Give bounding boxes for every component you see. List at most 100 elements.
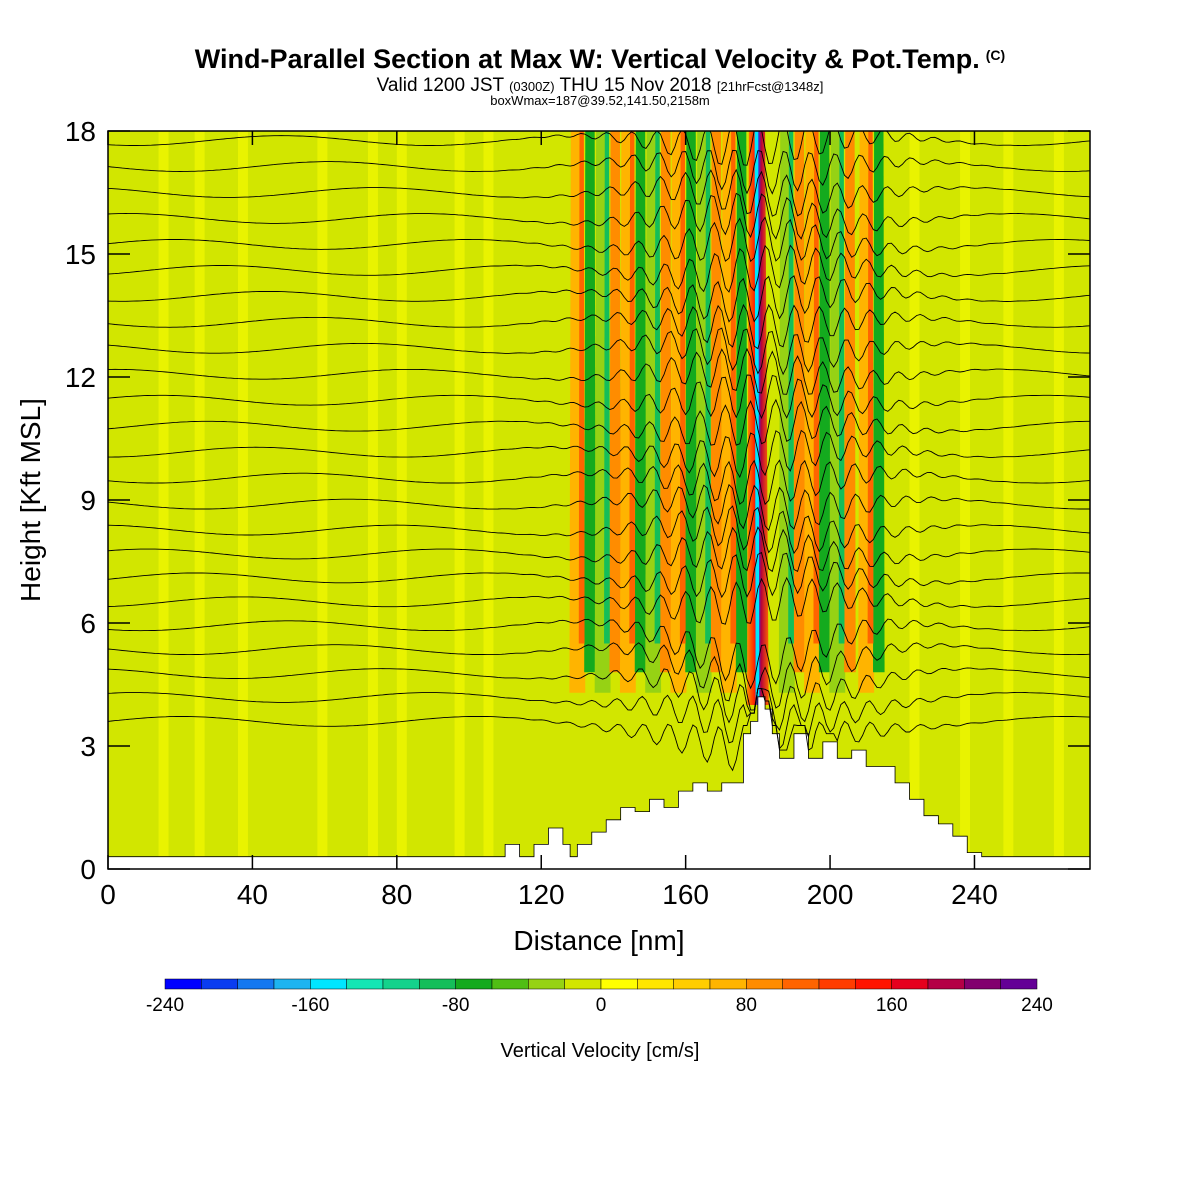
y-tick-label: 12 xyxy=(65,362,96,393)
y-tick-label: 3 xyxy=(80,731,96,762)
colorbar-swatch xyxy=(746,978,783,990)
theta-contour xyxy=(108,168,1090,217)
updraft-streak xyxy=(1003,131,1014,869)
colorbar-swatch xyxy=(637,978,674,990)
axes: 0 40 80 120 160 200 240 0 3 6 9 12 15 18 xyxy=(65,116,1090,910)
theta-contour xyxy=(108,505,1090,555)
forecast-info: [21hrFcst@1348z] xyxy=(716,79,824,94)
plot-area xyxy=(108,131,1090,869)
colorbar-swatch xyxy=(419,978,456,990)
x-tick-label: 160 xyxy=(662,879,709,910)
x-tick-label: 80 xyxy=(381,879,412,910)
colorbar-swatch xyxy=(709,978,747,990)
wave-downdraft-band xyxy=(584,131,596,673)
colorbar-tick-label: -80 xyxy=(442,995,469,1016)
updraft-streak xyxy=(396,131,407,869)
colorbar-swatch xyxy=(891,978,929,990)
colorbar-swatch xyxy=(964,978,1001,990)
theta-contour xyxy=(108,149,1090,195)
y-tick-label: 9 xyxy=(80,485,96,516)
chart-title: Wind-Parallel Section at Max W: Vertical… xyxy=(0,44,1200,75)
wave-core xyxy=(813,131,820,644)
colorbar-swatch xyxy=(382,978,420,990)
x-axis-label: Distance [nm] xyxy=(513,925,684,956)
theta-contour xyxy=(108,327,1090,376)
colorbar-swatch xyxy=(201,978,238,990)
x-tick-label: 40 xyxy=(237,879,268,910)
theta-contour xyxy=(108,688,1090,772)
colorbar-tick-label: 160 xyxy=(876,995,908,1016)
colorbar-tick-label: -160 xyxy=(291,995,329,1016)
terrain xyxy=(108,696,1090,869)
colorbar-swatch xyxy=(600,978,638,990)
colorbar-swatch xyxy=(491,978,529,990)
updraft-streak xyxy=(454,131,465,869)
valid-date: THU 15 Nov 2018 xyxy=(559,75,712,96)
colorbar-swatch xyxy=(273,978,311,990)
theta-contour xyxy=(108,576,1090,625)
x-tick-label: 240 xyxy=(951,879,998,910)
copyright-tag: (C) xyxy=(985,47,1006,63)
theta-contour xyxy=(108,526,1090,573)
colorbar-swatch xyxy=(310,978,347,990)
wave-updraft-band xyxy=(609,131,622,673)
chart-title-text: Wind-Parallel Section at Max W: Vertical… xyxy=(194,44,980,74)
updraft-streak xyxy=(194,131,205,869)
updraft-streak xyxy=(1053,131,1064,869)
theta-contour xyxy=(108,216,1090,263)
x-tick-label: 120 xyxy=(518,879,565,910)
colorbar-swatch xyxy=(1000,978,1038,990)
colorbar-swatch xyxy=(455,978,493,990)
theta-contour xyxy=(108,483,1090,532)
wave-downdraft-band xyxy=(818,131,831,673)
colorbar: -240 -160 -80 0 80 160 240 xyxy=(146,978,1053,1016)
valid-time: Valid 1200 JST xyxy=(376,75,504,96)
utc-time: (0300Z) xyxy=(509,79,555,94)
colorbar-label: Vertical Velocity [cm/s] xyxy=(501,1040,700,1062)
wave-core xyxy=(629,131,636,644)
theta-contour xyxy=(108,131,1090,166)
theta-contour xyxy=(108,429,1090,479)
theta-contour xyxy=(108,398,1090,446)
colorbar-swatch xyxy=(818,978,856,990)
wave-core xyxy=(654,131,661,644)
colorbar-tick-label: 0 xyxy=(596,995,607,1016)
theta-contour xyxy=(108,642,1090,711)
updraft-streak xyxy=(909,131,920,869)
theta-contour xyxy=(108,275,1090,323)
theta-contour xyxy=(108,459,1090,506)
wave-downdraft-band xyxy=(634,131,647,673)
colorbar-swatch xyxy=(673,978,711,990)
box-info: boxWmax=187@39.52,141.50,2158m xyxy=(490,93,710,108)
wave-core xyxy=(788,131,794,644)
wave-core xyxy=(578,131,585,644)
theta-contour xyxy=(108,374,1090,420)
theta-contour xyxy=(108,303,1090,350)
theta-contour xyxy=(108,618,1090,690)
wave-core xyxy=(604,131,610,644)
colorbar-swatch xyxy=(346,978,384,990)
y-tick-label: 18 xyxy=(65,116,96,147)
y-tick-label: 0 xyxy=(80,854,96,885)
y-axis-label: Height [Kft MSL] xyxy=(15,398,46,602)
theta-contour xyxy=(108,551,1090,599)
y-tick-label: 6 xyxy=(80,608,96,639)
colorbar-swatch xyxy=(164,978,202,990)
wave-core xyxy=(730,131,737,644)
wave-core xyxy=(705,131,711,644)
wave-core xyxy=(867,131,874,644)
colorbar-swatch xyxy=(855,978,892,990)
colorbar-swatch xyxy=(782,978,820,990)
colorbar-swatch xyxy=(927,978,965,990)
updraft-streak xyxy=(483,131,494,869)
theta-contour xyxy=(108,667,1090,732)
colorbar-tick-label: 80 xyxy=(736,995,757,1016)
wave-updraft-band xyxy=(844,131,856,673)
theta-contour xyxy=(108,244,1090,293)
colorbar-tick-label: 240 xyxy=(1021,995,1053,1016)
colorbar-swatch xyxy=(528,978,565,990)
chart-subtitle: Valid 1200 JST (0300Z) THU 15 Nov 2018 [… xyxy=(0,75,1200,97)
theta-contour xyxy=(108,688,1090,750)
theta-contour xyxy=(108,347,1090,395)
